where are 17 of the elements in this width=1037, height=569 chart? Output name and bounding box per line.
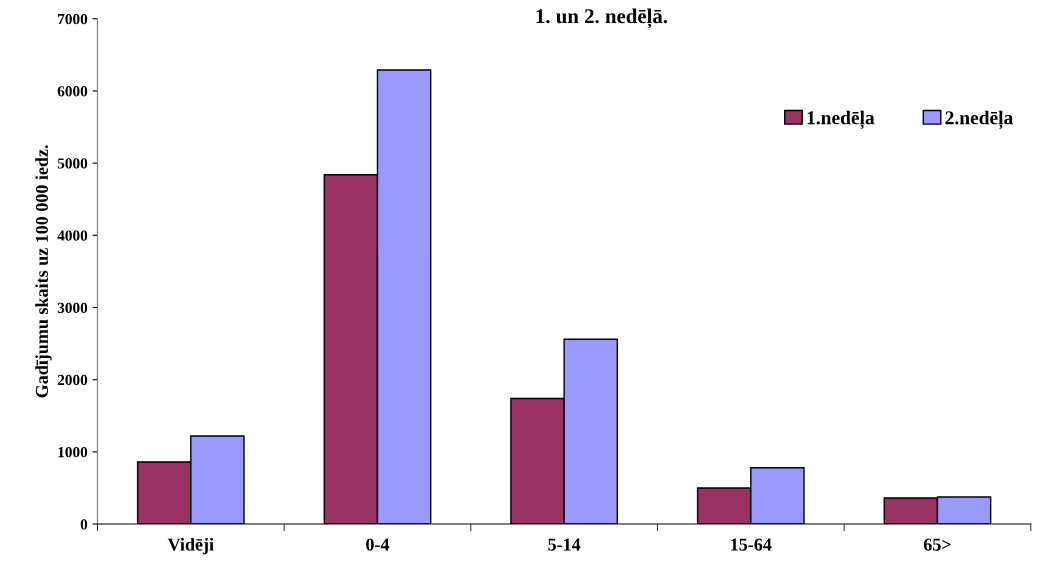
x-tick-label: 0-4 bbox=[366, 538, 390, 551]
legend-label: 2.nedēļa bbox=[945, 110, 1013, 130]
x-tick-label: 5-14 bbox=[548, 538, 581, 551]
y-tick-label: 7000 bbox=[58, 13, 88, 25]
y-tick-label: 2000 bbox=[57, 374, 88, 386]
legend-label: 1.nedēļa bbox=[807, 110, 875, 130]
y-tick-label: 4000 bbox=[57, 230, 88, 241]
y-axis-title: Gadījumu skaits uz 100 000 iedz. bbox=[35, 145, 52, 398]
y-tick-label: 5000 bbox=[57, 158, 88, 169]
y-tick-label: 0 bbox=[80, 519, 88, 530]
x-tick-label: 65> bbox=[923, 538, 951, 551]
y-tick-label: 1000 bbox=[58, 447, 88, 458]
x-tick-label: Vidēji bbox=[167, 537, 214, 555]
y-tick-label: 6000 bbox=[57, 86, 88, 97]
y-tick-label: 3000 bbox=[57, 302, 88, 313]
x-tick-label: 15-64 bbox=[731, 538, 772, 551]
chart-title: 1. un 2. nedēļā. bbox=[536, 8, 668, 29]
